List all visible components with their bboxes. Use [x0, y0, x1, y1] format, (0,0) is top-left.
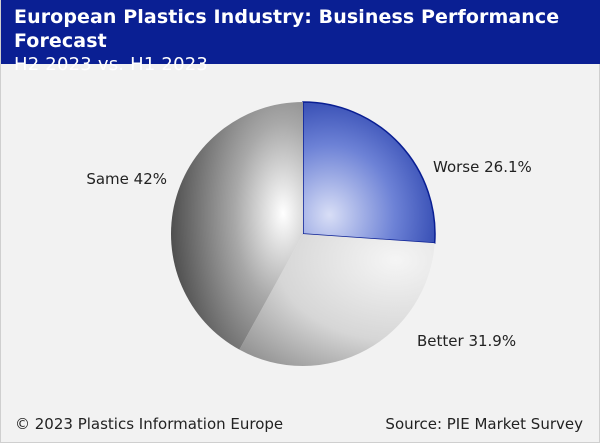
pie-slice-worse	[302, 101, 436, 244]
pie-slice-same	[171, 102, 303, 350]
pie-label-same: Same 42%	[86, 170, 167, 188]
pie-chart: Worse 26.1% Better 31.9% Same 42%	[86, 101, 532, 366]
chart-header: European Plastics Industry: Business Per…	[1, 0, 600, 75]
pie-slice-better	[239, 234, 435, 366]
pie-label-worse: Worse 26.1%	[433, 158, 532, 176]
chart-subtitle: H2 2023 vs. H1 2023	[14, 54, 209, 75]
pie-slices	[171, 101, 436, 366]
copyright-text: © 2023 Plastics Information Europe	[15, 415, 284, 433]
chart-title: European Plastics Industry: Business Per…	[14, 6, 560, 52]
pie-labels: Worse 26.1% Better 31.9% Same 42%	[86, 158, 531, 350]
source-text: Source: PIE Market Survey	[385, 415, 583, 433]
pie-label-better: Better 31.9%	[417, 332, 516, 350]
